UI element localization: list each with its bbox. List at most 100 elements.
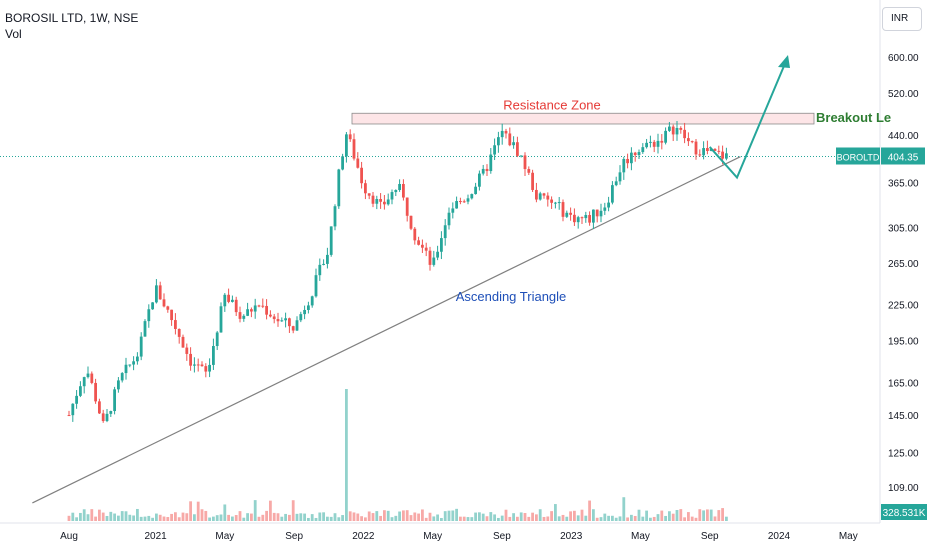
- candle-body: [698, 154, 702, 156]
- currency-button[interactable]: INR: [882, 7, 922, 31]
- candle-body: [257, 305, 261, 307]
- volume-bar: [652, 516, 656, 521]
- volume-bar: [101, 512, 105, 521]
- volume-bar: [671, 513, 675, 521]
- candle-body: [702, 148, 705, 156]
- volume-bar: [607, 515, 610, 521]
- volume-bar: [554, 504, 557, 521]
- triangle-label: Ascending Triangle: [456, 289, 567, 304]
- ascending-trendline: [32, 156, 741, 504]
- candle-body: [637, 152, 641, 156]
- volume-bar: [151, 517, 154, 521]
- candle-body: [455, 201, 458, 209]
- volume-bar: [398, 511, 401, 521]
- candle-body: [497, 137, 500, 146]
- candle-body: [246, 309, 249, 316]
- volume-bar: [622, 497, 626, 521]
- price-badge: 404.35: [888, 152, 919, 163]
- x-tick-label: Aug: [60, 531, 78, 542]
- candle-body: [626, 158, 629, 164]
- candle-body: [649, 141, 652, 143]
- candle-body: [451, 208, 455, 213]
- volume-bar: [485, 516, 489, 521]
- volume-bar: [561, 514, 565, 521]
- candle-body: [595, 209, 599, 217]
- candle-body: [417, 240, 420, 245]
- candle-body: [242, 315, 246, 319]
- volume-bar: [272, 512, 276, 521]
- volume-bar: [280, 516, 284, 521]
- candle-body: [599, 210, 603, 217]
- y-tick-label: 109.00: [888, 483, 919, 494]
- volume-bar: [238, 511, 242, 521]
- volume-bar: [109, 511, 113, 521]
- candle-body: [139, 336, 143, 357]
- volume-bar: [196, 501, 200, 521]
- volume-bar: [303, 513, 306, 521]
- candle-body: [542, 193, 546, 196]
- volume-bar: [75, 517, 78, 521]
- volume-bar: [633, 515, 637, 521]
- candle-body: [79, 386, 82, 396]
- volume-bar: [158, 514, 162, 521]
- candles: [67, 121, 728, 423]
- volume-bar: [474, 512, 477, 521]
- volume-bar: [67, 515, 71, 521]
- candle-body: [652, 141, 656, 147]
- volume-bar: [470, 517, 474, 521]
- candle-body: [295, 320, 299, 331]
- volume-bar: [557, 516, 561, 521]
- volume-bar: [523, 513, 527, 521]
- volume-bar: [599, 517, 603, 521]
- candle-body: [250, 309, 253, 312]
- volume-bar: [147, 515, 151, 521]
- symbol-badge-bg: [836, 147, 880, 165]
- candle-body: [668, 126, 671, 131]
- volume-bar: [375, 511, 379, 521]
- candle-body: [143, 321, 147, 337]
- candle-body: [120, 373, 124, 381]
- volume-bar: [409, 515, 413, 521]
- candle-body: [512, 142, 515, 146]
- x-tick-label: 2023: [560, 531, 583, 542]
- volume-bar: [314, 517, 318, 521]
- candle-body: [212, 346, 215, 365]
- volume-bar: [690, 516, 694, 521]
- candle-body: [683, 129, 686, 139]
- candle-body: [348, 134, 352, 140]
- candle-body: [607, 202, 610, 208]
- volume-bar: [360, 516, 363, 521]
- price-badge-bg: [881, 147, 925, 165]
- volume-bar: [337, 517, 341, 521]
- candle-body: [580, 217, 584, 219]
- candle-body: [671, 126, 675, 135]
- candle-body: [231, 299, 234, 302]
- y-tick-label: 440.00: [888, 131, 919, 142]
- candle-body: [554, 202, 557, 204]
- volume-bar: [462, 516, 466, 521]
- candle-body: [440, 238, 443, 252]
- volume-bar: [413, 512, 417, 521]
- candle-body: [523, 155, 527, 170]
- candle-body: [326, 254, 329, 264]
- volume-bar: [234, 515, 238, 521]
- candle-body: [383, 201, 386, 205]
- candle-body: [622, 158, 626, 173]
- volume-bar: [656, 514, 660, 521]
- candle-body: [713, 148, 717, 151]
- volume-bar: [105, 515, 109, 521]
- candle-body: [592, 209, 595, 223]
- volume-bar: [386, 510, 390, 521]
- volume-bar: [713, 516, 717, 521]
- candle-body: [459, 201, 462, 203]
- breakout-label: Breakout Le: [816, 110, 891, 125]
- volume-bar: [519, 512, 523, 521]
- candle-body: [694, 141, 698, 155]
- candle-body: [299, 314, 303, 321]
- volume-bar: [246, 513, 249, 521]
- candle-body: [360, 167, 363, 184]
- volume-bar: [481, 513, 485, 521]
- candle-body: [364, 183, 367, 194]
- candle-body: [345, 134, 348, 157]
